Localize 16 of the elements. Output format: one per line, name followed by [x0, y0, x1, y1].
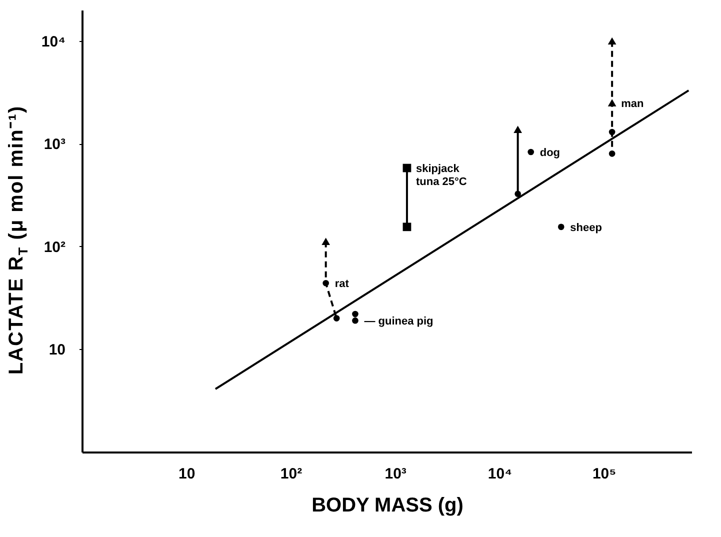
- y-tick-label: 10³: [44, 136, 66, 154]
- y-tick-label: 10⁴: [41, 33, 66, 50]
- x-tick-label: 10: [178, 466, 196, 482]
- y-tick-label: 10: [48, 342, 66, 359]
- x-tick-label: 10⁴: [488, 466, 512, 482]
- annotation: rat: [334, 278, 350, 290]
- annotation: — guinea pig: [364, 316, 434, 328]
- y-tick-label: 10²: [44, 238, 66, 256]
- annotation: man: [621, 98, 644, 110]
- annotation: skipjack tuna 25°C: [416, 163, 467, 188]
- x-tick-label: 10⁵: [592, 466, 616, 482]
- x-tick-label: 10³: [384, 466, 406, 482]
- x-tick-label: 10²: [280, 466, 302, 482]
- annotation: sheep: [570, 222, 602, 234]
- x-axis-title: BODY MASS (g): [312, 494, 464, 516]
- annotation: dog: [540, 147, 560, 160]
